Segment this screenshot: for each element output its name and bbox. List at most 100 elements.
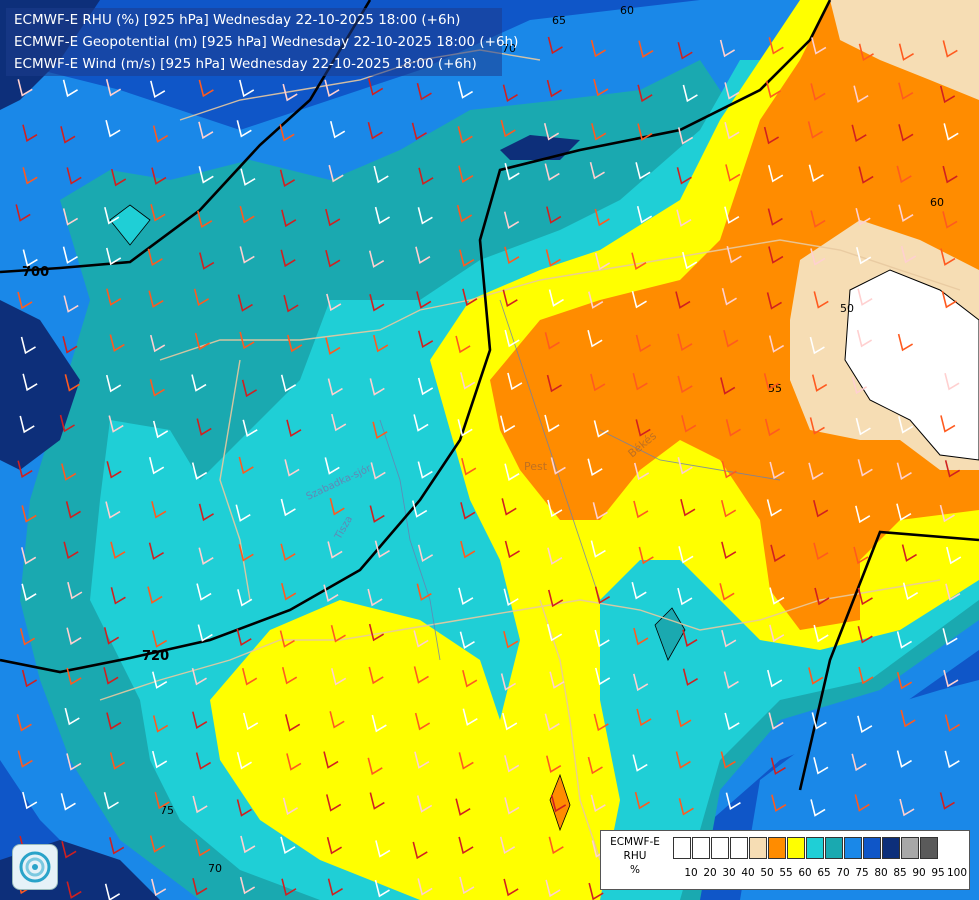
contour-label-65: 65 [552, 14, 566, 27]
wind-barb [769, 587, 785, 605]
wind-barb [725, 419, 741, 437]
wind-barb [417, 330, 434, 348]
wind-barb [108, 415, 124, 433]
wind-barb [110, 541, 126, 560]
wind-barb [191, 462, 208, 480]
wind-barb [946, 546, 962, 565]
wind-barb [456, 204, 473, 223]
country-borders [99, 49, 961, 861]
wind-barb [367, 588, 383, 607]
wind-barb [325, 337, 341, 355]
wind-barb [151, 501, 167, 519]
wind-barb [767, 208, 783, 226]
title-geopotential: ECMWF-E Geopotential (m) [925 hPa] Wedne… [14, 34, 519, 50]
wind-barb [369, 792, 385, 810]
wind-barb [548, 836, 564, 855]
wind-barb [241, 379, 258, 398]
wind-barb [330, 625, 346, 643]
legend-tick-label: 40 [741, 867, 755, 879]
wind-barb [855, 417, 871, 436]
place-label-pest: Pest [524, 460, 548, 473]
wind-barb [417, 878, 433, 896]
wind-barb [109, 837, 125, 855]
wind-barb [368, 250, 385, 268]
wind-barb [367, 122, 383, 140]
wind-barb [724, 712, 740, 731]
rhu-60-region [490, 0, 979, 630]
wind-barb [371, 714, 387, 733]
wind-barb [17, 750, 33, 768]
wind-barb [857, 715, 873, 734]
legend-swatch [901, 837, 919, 859]
wind-barb [500, 673, 517, 691]
wind-barb [543, 123, 560, 141]
wind-barb [766, 292, 782, 310]
wind-barb [16, 714, 32, 732]
wind-barb [414, 712, 431, 731]
wind-barb [282, 797, 298, 816]
wind-barb [544, 332, 560, 350]
wind-barb [19, 415, 35, 434]
wind-barb [810, 83, 826, 101]
wind-barb [61, 841, 77, 859]
wind-barb [67, 581, 83, 600]
wind-barb [462, 670, 478, 688]
wind-barb [898, 416, 914, 434]
wind-barb [324, 457, 340, 475]
wind-barb [855, 505, 871, 524]
wind-barb [197, 624, 213, 642]
wind-barb [19, 628, 36, 646]
wind-barb [418, 167, 434, 186]
wind-barb [103, 627, 120, 645]
wind-barb [460, 540, 476, 559]
contour-label-75: 75 [160, 804, 174, 817]
legend-tick-label: 85 [893, 867, 907, 879]
rhu-55-region-top [830, 0, 979, 100]
wind-barb [286, 753, 302, 771]
wind-barb [462, 288, 478, 307]
legend-swatch [920, 837, 938, 859]
wind-barb [235, 504, 251, 522]
wind-barb [853, 546, 869, 565]
wind-barb [677, 42, 693, 60]
wind-barb [546, 206, 562, 224]
wind-barb [811, 37, 827, 55]
wind-barb [851, 376, 868, 395]
wind-barb [898, 82, 914, 100]
wind-barb [858, 666, 874, 685]
wind-barb [547, 589, 564, 608]
wind-barb [103, 792, 119, 810]
wind-barb [942, 165, 958, 184]
wind-barb [723, 671, 739, 689]
wind-barb [199, 252, 215, 270]
wind-barb [459, 631, 475, 649]
wind-barb [813, 757, 829, 775]
wind-barb [280, 374, 297, 393]
wind-barb [720, 377, 736, 395]
wind-barb [327, 378, 343, 396]
wind-barb [899, 798, 915, 817]
wind-barb [198, 79, 214, 98]
wind-barb [105, 247, 122, 266]
title-rhu: ECMWF-E RHU (%) [925 hPa] Wednesday 22-1… [14, 12, 461, 28]
wind-barb [369, 378, 385, 396]
wind-barb [21, 547, 37, 565]
wind-barb [369, 505, 385, 523]
wind-barb [676, 709, 692, 728]
wind-barb [414, 751, 430, 769]
title-wind: ECMWF-E Wind (m/s) [925 hPa] Wednesday 2… [14, 56, 477, 72]
wind-barb [149, 334, 166, 353]
legend-swatch [730, 837, 748, 859]
wind-barb [22, 124, 38, 142]
wind-barb [279, 124, 295, 142]
wind-barb [152, 125, 169, 143]
wind-barb [682, 251, 698, 270]
wind-barb [939, 85, 956, 104]
wind-barb [769, 461, 785, 480]
wind-barb [110, 587, 126, 605]
wind-barb [369, 294, 385, 312]
wind-barb [327, 541, 343, 559]
wind-barb [151, 750, 168, 769]
wind-barb [811, 374, 828, 392]
wind-barb [721, 288, 737, 306]
